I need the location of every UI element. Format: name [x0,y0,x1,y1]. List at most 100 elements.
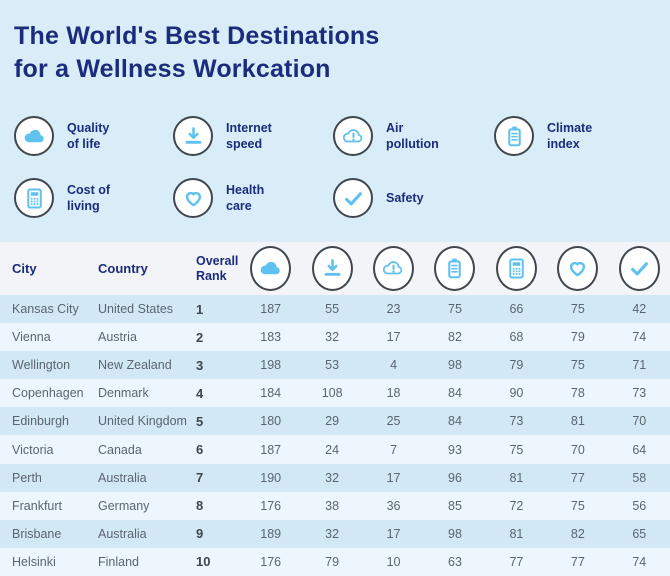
score-cell-health-care: 70 [570,442,585,457]
overall-rank-cell: 1 [196,301,204,317]
cloud-icon [250,246,292,291]
score-cell-air-pollution: 23 [386,302,401,317]
legend-item-health-care: Health care [173,178,333,218]
score-cell-climate-index: 96 [448,470,462,485]
score-cell-quality-of-life: 180 [260,414,282,429]
download-icon [173,116,213,156]
calculator-icon [495,246,537,291]
heart-icon [557,246,599,291]
score-cell-quality-of-life: 190 [260,470,282,485]
table-row: Frankfurt Germany 8 176 38 36 85 72 75 56 [0,491,670,520]
overall-rank-cell: 6 [196,442,204,458]
city-cell: Copenhagen [12,386,84,401]
score-cell-internet-speed: 53 [325,358,340,373]
title-line-2: for a Wellness Workcation [14,55,331,83]
score-cell-safety: 70 [632,414,647,429]
country-cell: United Kingdom [98,414,187,429]
score-cell-quality-of-life: 189 [260,526,282,541]
score-cell-climate-index: 98 [448,526,462,541]
country-cell: United States [98,302,174,317]
score-cell-air-pollution: 36 [386,498,401,513]
score-cell-safety: 74 [632,554,647,569]
score-cell-internet-speed: 38 [325,498,340,513]
legend-item-cost-of-living: Cost of living [14,178,173,218]
calculator-icon [14,178,54,218]
legend-label-internet-speed: Internet speed [226,121,272,151]
score-cell-internet-speed: 79 [325,554,340,569]
overall-rank-cell: 5 [196,413,204,429]
score-cell-health-care: 75 [570,302,585,317]
country-cell: Denmark [98,386,149,401]
legend-item-quality-of-life: Quality of life [14,116,173,156]
score-cell-quality-of-life: 184 [260,386,282,401]
page-title: The World's Best Destinations for a Well… [14,20,380,86]
title-line-1: The World's Best Destinations [14,22,380,50]
score-cell-internet-speed: 32 [325,330,340,345]
column-header-quality-of-life [240,246,301,291]
table-row: Edinburgh United Kingdom 5 180 29 25 84 73 81 70 [0,407,670,436]
score-cell-climate-index: 75 [448,302,462,317]
score-cell-health-care: 77 [570,470,585,485]
score-cell-health-care: 77 [570,554,585,569]
score-cell-quality-of-life: 183 [260,330,282,345]
score-cell-safety: 71 [632,358,647,373]
legend-label-cost-of-living: Cost of living [67,183,111,213]
score-cell-health-care: 81 [570,414,585,429]
score-cell-health-care: 75 [570,498,585,513]
city-cell: Edinburgh [12,414,69,429]
score-cell-health-care: 79 [570,330,585,345]
score-cell-air-pollution: 7 [390,442,398,457]
city-cell: Wellington [12,358,71,373]
rankings-table: City Country Overall Rank Kansas City Uni… [0,242,670,576]
overall-rank-cell: 3 [196,357,204,373]
cloud-warning-icon [333,116,373,156]
city-cell: Frankfurt [12,498,63,513]
score-cell-quality-of-life: 176 [260,498,282,513]
score-cell-quality-of-life: 187 [260,302,282,317]
legend-label-climate-index: Climate index [547,121,593,151]
country-cell: Australia [98,526,147,541]
legend-label-safety: Safety [386,191,424,205]
legend-label-quality-of-life: Quality of life [67,121,110,151]
table-row: Victoria Canada 6 187 24 7 93 75 70 64 [0,435,670,464]
cloud-icon [14,116,54,156]
score-cell-quality-of-life: 198 [260,358,282,373]
score-cell-safety: 74 [632,330,647,345]
score-cell-climate-index: 93 [448,442,462,457]
score-cell-cost-of-living: 77 [509,554,524,569]
city-cell: Helsinki [12,554,56,569]
column-header-cost-of-living [486,246,547,291]
score-cell-safety: 42 [632,302,647,317]
score-cell-safety: 73 [632,386,647,401]
country-cell: Austria [98,330,137,345]
score-cell-climate-index: 84 [448,386,462,401]
score-cell-air-pollution: 17 [386,470,401,485]
score-cell-internet-speed: 32 [325,526,340,541]
score-cell-climate-index: 63 [448,554,462,569]
score-cell-cost-of-living: 68 [509,330,524,345]
score-cell-health-care: 78 [570,386,585,401]
city-cell: Perth [12,470,42,485]
overall-rank-cell: 2 [196,329,204,345]
overall-rank-cell: 8 [196,498,204,514]
table-header-row: City Country Overall Rank [0,242,670,295]
column-header-climate-index [424,246,485,291]
score-cell-cost-of-living: 79 [509,358,524,373]
column-header-safety [609,246,670,291]
city-cell: Vienna [12,330,51,345]
column-header-country: Country [98,261,148,276]
overall-rank-cell: 10 [196,554,211,570]
city-cell: Kansas City [12,302,79,317]
check-icon [333,178,373,218]
legend: Quality of life Internet speed Air pollution C… [14,116,662,218]
column-header-internet-speed [301,246,362,291]
column-header-health-care [547,246,608,291]
check-icon [618,246,660,291]
score-cell-internet-speed: 24 [325,442,340,457]
score-cell-air-pollution: 10 [386,554,401,569]
score-cell-health-care: 82 [570,526,585,541]
score-cell-climate-index: 84 [448,414,462,429]
table-row: Wellington New Zealand 3 198 53 4 98 79 75 71 [0,351,670,380]
city-cell: Victoria [12,442,54,457]
